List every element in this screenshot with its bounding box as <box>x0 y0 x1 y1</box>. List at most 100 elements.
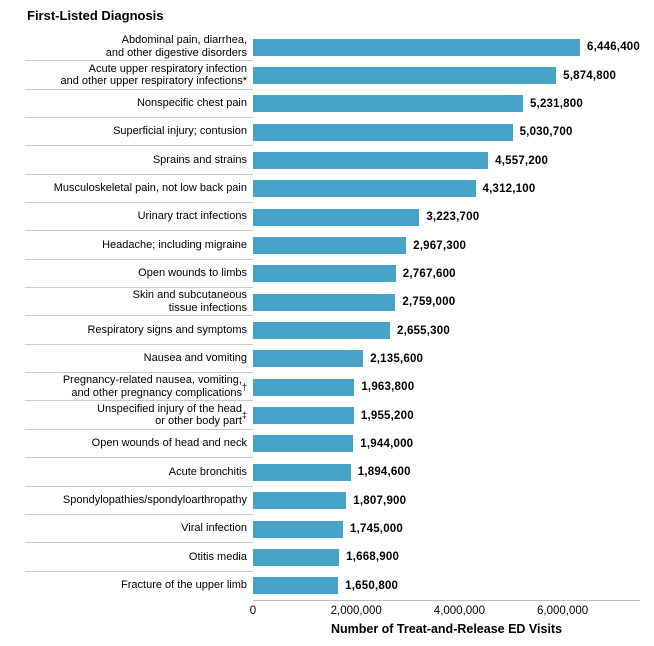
category-label: Sprains and strains <box>25 146 253 175</box>
value-label: 1,650,800 <box>345 579 399 592</box>
bar-cell: 3,223,700 <box>253 203 640 231</box>
bar <box>253 180 476 198</box>
bar-cell: 2,759,000 <box>253 288 640 316</box>
bar-cell: 4,312,100 <box>253 175 640 203</box>
bar-cell: 1,745,000 <box>253 515 640 543</box>
bar <box>253 378 355 396</box>
chart-row: Urinary tract infections 3,223,700 <box>0 203 654 232</box>
bar <box>253 265 396 283</box>
x-tick-label: 0 <box>249 604 257 617</box>
bar-cell: 1,944,000 <box>253 430 640 458</box>
value-label: 2,655,300 <box>397 324 450 337</box>
category-label: Respiratory signs and symptoms <box>25 316 253 345</box>
category-label: Viral infection <box>25 515 253 544</box>
bar <box>253 67 557 85</box>
category-label: Spondylopathies/spondyloarthropathy <box>25 487 253 515</box>
x-axis: 0 2,000,000 4,000,000 6,000,000 <box>249 599 640 620</box>
bar-cell: 5,231,800 <box>253 90 640 118</box>
bar <box>253 350 364 368</box>
category-label: Skin and subcutaneous tissue infections <box>25 288 253 317</box>
category-label: Unspecified injury of the head or other b… <box>25 401 253 430</box>
value-label: 1,944,000 <box>360 437 414 450</box>
category-label: Nausea and vomiting <box>25 345 253 374</box>
bar-cell: 2,767,600 <box>253 260 640 288</box>
chart-row: Headache; including migraine 2,967,300 <box>0 231 654 260</box>
bar <box>253 123 513 141</box>
chart-row: Open wounds to limbs 2,767,600 <box>0 260 654 289</box>
value-label: 1,807,900 <box>353 494 407 507</box>
value-label: 2,759,000 <box>402 296 456 309</box>
value-label: 1,668,900 <box>346 551 400 564</box>
x-axis-title: Number of Treat-and-Release ED Visits <box>330 621 563 636</box>
bar-cell: 2,655,300 <box>253 316 640 344</box>
value-label: 5,030,700 <box>519 126 573 139</box>
bar <box>253 293 396 311</box>
category-label: Fracture of the upper limb <box>121 579 247 592</box>
value-label: 5,231,800 <box>529 97 583 110</box>
bar <box>253 435 354 453</box>
category-label: Headache; including migraine <box>25 231 253 260</box>
bar-cell: 2,967,300 <box>253 231 640 259</box>
chart-row: Nonspecific chest pain 5,231,800 <box>0 90 654 119</box>
category-label: Open wounds of head and neck <box>25 430 253 459</box>
bar <box>253 407 354 425</box>
x-tick-label: 4,000,000 <box>433 604 485 617</box>
bar-cell: 2,135,600 <box>253 345 640 373</box>
bar-cell: 1,650,800 <box>253 572 640 600</box>
value-label: 4,312,100 <box>482 182 536 195</box>
bar-cell: 1,668,900 <box>253 543 640 571</box>
chart-row: Unspecified injury of the head or other b… <box>0 401 654 430</box>
value-label: 1,955,200 <box>360 409 414 422</box>
value-label: 3,223,700 <box>426 211 480 224</box>
value-label: 1,894,600 <box>357 466 411 479</box>
bar <box>253 322 390 340</box>
bar-cell: 6,446,400 <box>253 33 640 61</box>
category-label: Acute bronchitis <box>25 458 253 487</box>
bar <box>253 38 581 56</box>
chart-row: Open wounds of head and neck 1,944,000 <box>0 430 654 459</box>
category-label: Open wounds to limbs <box>25 260 253 289</box>
bar-cell: 5,030,700 <box>253 118 640 146</box>
bar-cell: 4,557,200 <box>253 146 640 174</box>
chart-row: Skin and subcutaneous tissue infections 2,… <box>0 288 654 317</box>
chart-row: Spondylopathies/spondyloarthropathy 1,807… <box>0 487 654 515</box>
bar <box>253 492 347 510</box>
bar <box>253 152 489 170</box>
chart-row: Respiratory signs and symptoms 2,655,300 <box>0 316 654 345</box>
chart-row: Musculoskeletal pain, not low back pain 4… <box>0 175 654 204</box>
chart-rows: Abdominal pain, diarrhea, and other diges… <box>0 33 654 600</box>
bar <box>253 95 523 113</box>
bar <box>253 208 420 226</box>
chart-row: Otitis media 1,668,900 <box>0 543 654 572</box>
chart-row: Nausea and vomiting 2,135,600 <box>0 345 654 374</box>
category-label: Otitis media <box>25 543 253 572</box>
bar <box>253 463 351 481</box>
chart-row: Acute bronchitis 1,894,600 <box>0 458 654 487</box>
value-label: 1,745,000 <box>350 523 403 536</box>
chart-row: Sprains and strains 4,557,200 <box>0 146 654 175</box>
x-tick-label: 6,000,000 <box>537 604 589 617</box>
category-label: Pregnancy-related nausea, vomiting, and o… <box>25 373 253 402</box>
chart-row: Acute upper respiratory infection and oth… <box>0 61 654 90</box>
bar <box>253 577 339 595</box>
bar <box>253 548 340 566</box>
chart-row: Viral infection 1,745,000 <box>0 515 654 544</box>
value-label: 6,446,400 <box>587 41 640 54</box>
bar-cell: 1,955,200 <box>253 401 640 429</box>
chart-title: First-Listed Diagnosis <box>27 8 164 23</box>
bar-cell: 1,894,600 <box>253 458 640 486</box>
bar-cell: 5,874,800 <box>253 61 640 89</box>
value-label: 2,967,300 <box>413 239 467 252</box>
chart-row: Pregnancy-related nausea, vomiting, and o… <box>0 373 654 402</box>
value-label: 2,135,600 <box>370 352 424 365</box>
bar <box>253 520 344 538</box>
category-label: Acute upper respiratory infection and oth… <box>25 61 253 90</box>
bar-cell: 1,963,800 <box>253 373 640 401</box>
bar <box>253 237 407 255</box>
category-label: Superficial injury; contusion <box>25 118 253 147</box>
category-label: Urinary tract infections <box>25 203 253 232</box>
value-label: 1,963,800 <box>361 381 415 394</box>
category-label: Abdominal pain, diarrhea, and other diges… <box>25 33 253 62</box>
chart-row: Superficial injury; contusion 5,030,700 <box>0 118 654 147</box>
